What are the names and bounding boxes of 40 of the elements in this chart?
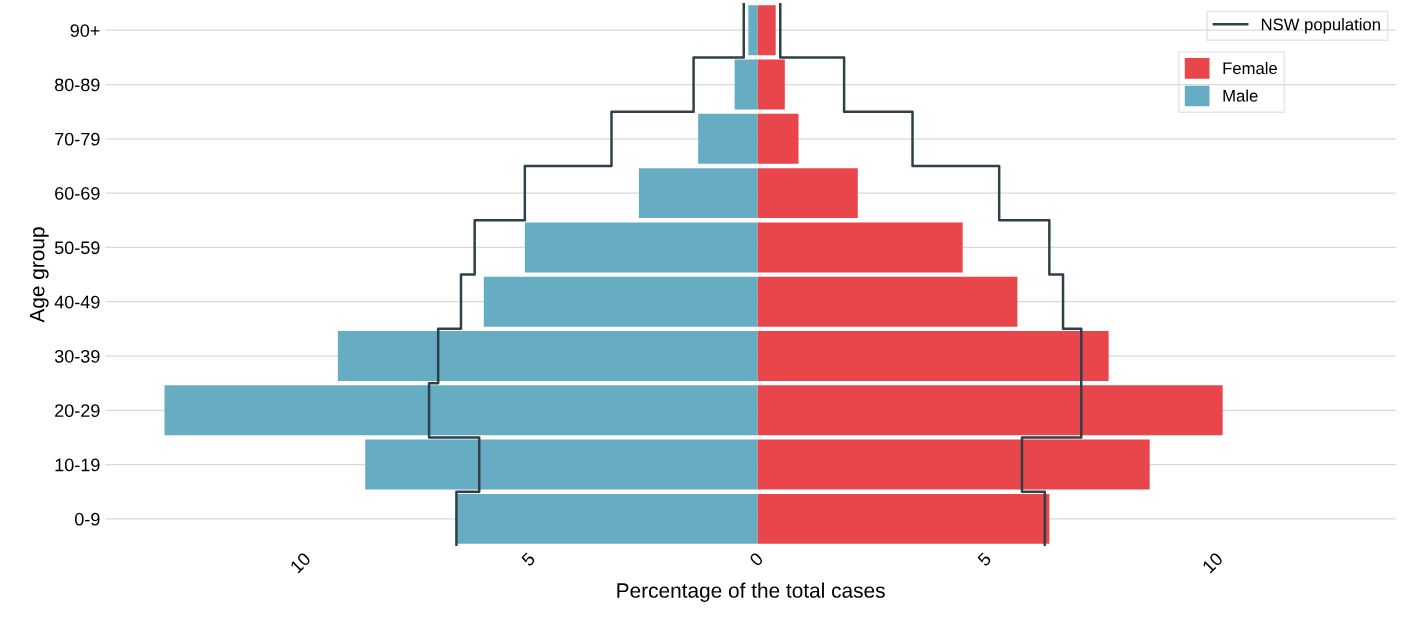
- x-tick-label: 5: [520, 551, 536, 567]
- y-tick-label: 50-59: [54, 241, 100, 255]
- y-tick-label: 30-39: [54, 349, 100, 363]
- bar: [757, 222, 963, 273]
- bar: [757, 113, 799, 164]
- bar: [734, 59, 758, 110]
- y-tick-label: 70-79: [55, 132, 100, 146]
- bar: [757, 493, 1050, 544]
- bar: [757, 168, 858, 219]
- y-tick-label: 20-29: [55, 404, 100, 418]
- y-tick-label: 10-19: [55, 458, 100, 472]
- legend-label: Male: [1223, 89, 1258, 102]
- x-tick-label: 10: [289, 551, 312, 574]
- y-tick-label: 90+: [70, 24, 100, 37]
- bar: [757, 276, 1018, 327]
- x-tick-label: 5: [976, 551, 992, 567]
- bar: [757, 59, 785, 110]
- y-axis-title: Age group: [29, 227, 49, 323]
- bar: [337, 331, 758, 381]
- bar: [365, 439, 758, 490]
- x-tick-label: 10: [1201, 551, 1224, 574]
- y-tick-label: 60-69: [55, 187, 100, 200]
- y-tick-label: 40-49: [54, 295, 100, 309]
- bar: [638, 168, 758, 219]
- x-axis-title: Percentage of the total cases: [617, 582, 885, 602]
- legend-label: Female: [1223, 61, 1277, 75]
- bar: [698, 113, 758, 164]
- bar: [757, 331, 1109, 381]
- x-tick-label: 0: [748, 551, 764, 567]
- y-tick-label: 80-89: [54, 78, 100, 92]
- legend-label: NSW population: [1261, 18, 1380, 34]
- bar: [748, 5, 758, 56]
- bar: [483, 276, 758, 327]
- bar: [757, 5, 776, 56]
- bar: [524, 222, 758, 273]
- y-tick-label: 0-9: [74, 512, 100, 526]
- bar: [757, 439, 1150, 490]
- bar: [164, 385, 758, 436]
- bar: [456, 493, 758, 544]
- bar: [757, 385, 1223, 436]
